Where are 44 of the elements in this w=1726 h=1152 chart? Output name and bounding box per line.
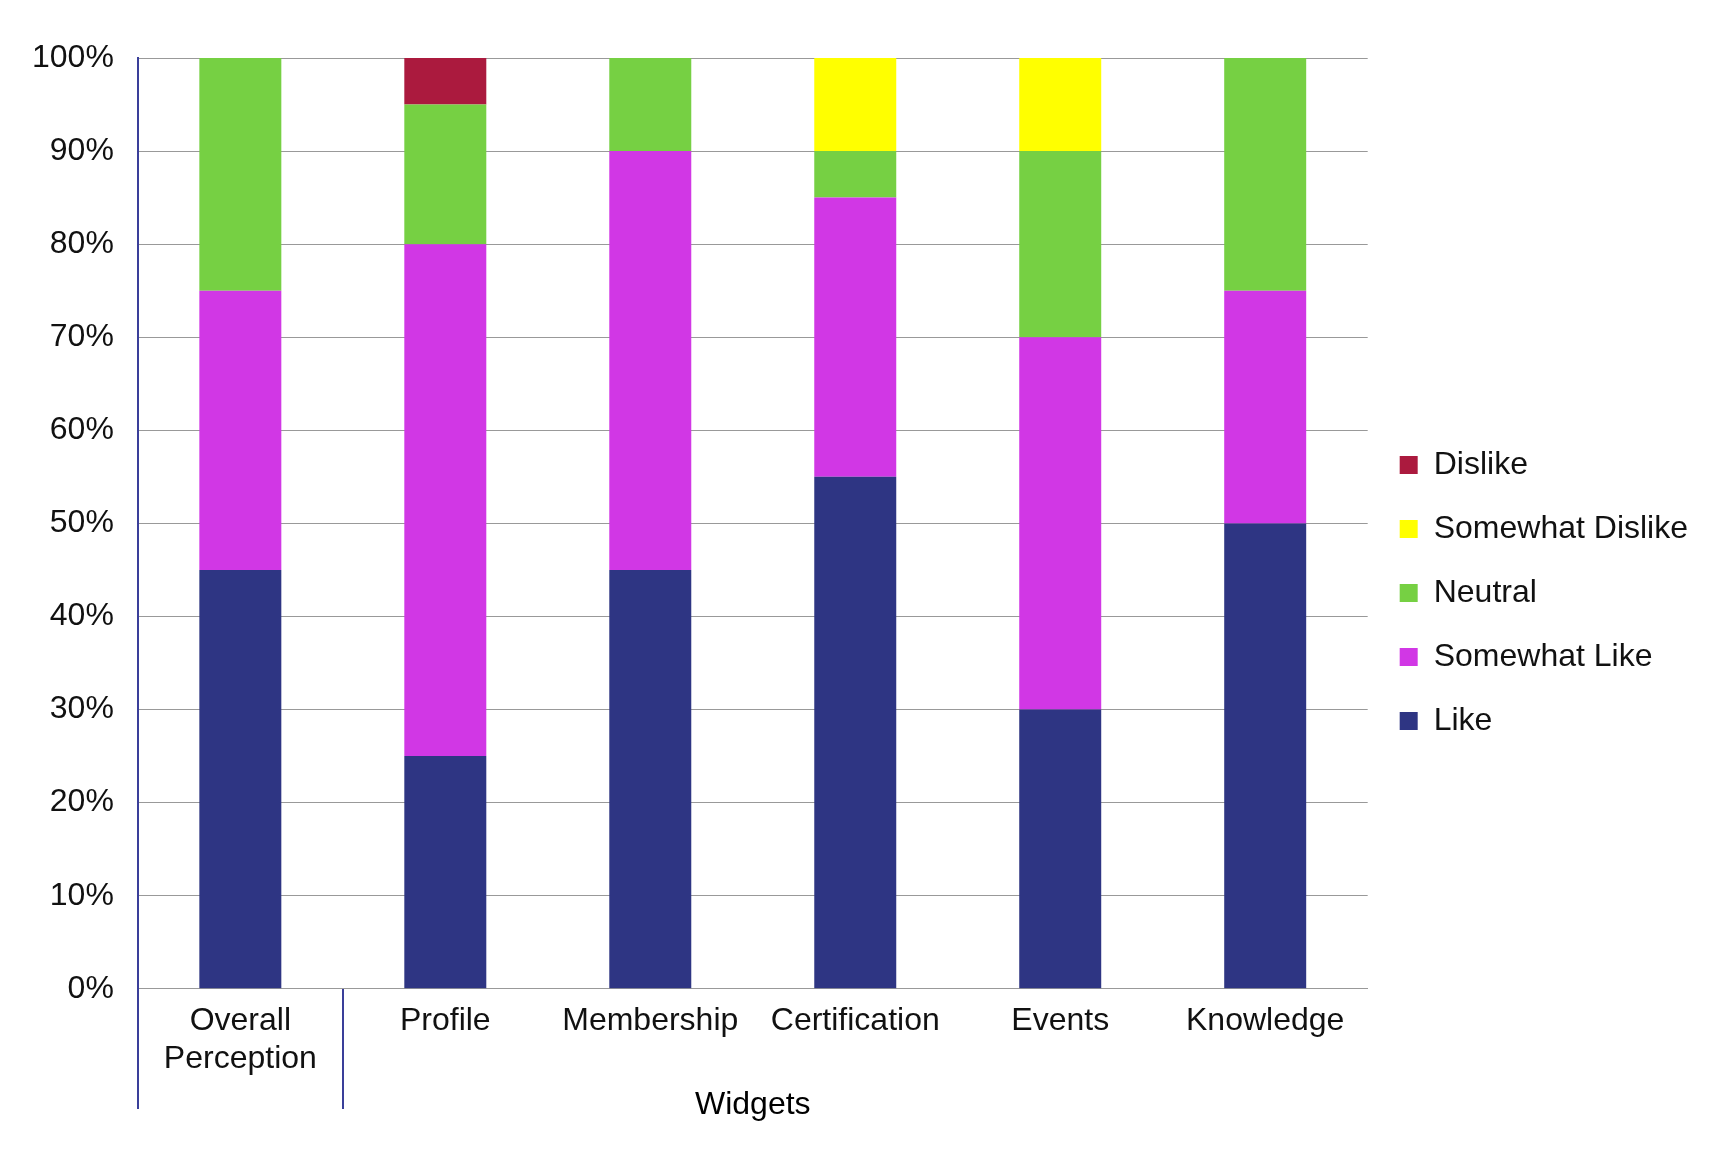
- x-axis-title: Widgets: [694, 1084, 811, 1121]
- y-tick-label: 60%: [49, 410, 114, 447]
- x-tick-label: Profile: [399, 1000, 491, 1037]
- x-tick-label: Membership: [562, 1000, 739, 1037]
- bar: [199, 58, 282, 291]
- x-tick-label: Knowledge: [1186, 1000, 1345, 1037]
- bar: [199, 569, 282, 989]
- bar: [609, 58, 692, 152]
- bar: [404, 104, 487, 245]
- y-tick-label: 30%: [49, 689, 114, 726]
- bar: [1019, 58, 1102, 152]
- bar: [609, 151, 692, 570]
- bar: [1224, 290, 1307, 524]
- y-tick-label: 0%: [67, 968, 114, 1005]
- bar: [199, 290, 282, 570]
- bar: [1019, 709, 1102, 989]
- legend-label: Dislike: [1433, 444, 1528, 481]
- bar: [1224, 523, 1307, 989]
- bar: [814, 197, 897, 477]
- y-tick-label: 90%: [49, 130, 114, 167]
- bar: [404, 756, 487, 989]
- y-tick-label: 70%: [49, 317, 114, 354]
- y-tick-label: 40%: [49, 596, 114, 633]
- legend-label: Somewhat Dislike: [1433, 508, 1688, 545]
- bar: [1019, 337, 1102, 710]
- bar: [814, 151, 897, 198]
- bar: [1224, 58, 1307, 291]
- bar: [404, 244, 487, 757]
- y-tick-label: 100%: [32, 37, 114, 74]
- x-tick-label: Events: [1011, 1000, 1110, 1037]
- bar: [1019, 151, 1102, 338]
- y-tick-label: 10%: [49, 875, 114, 912]
- legend-label: Somewhat Like: [1433, 636, 1653, 673]
- legend-label: Like: [1433, 700, 1493, 737]
- y-tick-label: 20%: [49, 782, 114, 819]
- y-tick-label: 50%: [49, 503, 114, 540]
- bar: [404, 58, 487, 105]
- legend-label: Neutral: [1433, 572, 1537, 609]
- x-tick-label: Certification: [770, 1000, 940, 1037]
- y-tick-label: 80%: [49, 223, 114, 260]
- x-tick-label: Overall Perception: [163, 1000, 317, 1076]
- bar: [609, 569, 692, 989]
- bar: [814, 58, 897, 152]
- bar: [814, 476, 897, 989]
